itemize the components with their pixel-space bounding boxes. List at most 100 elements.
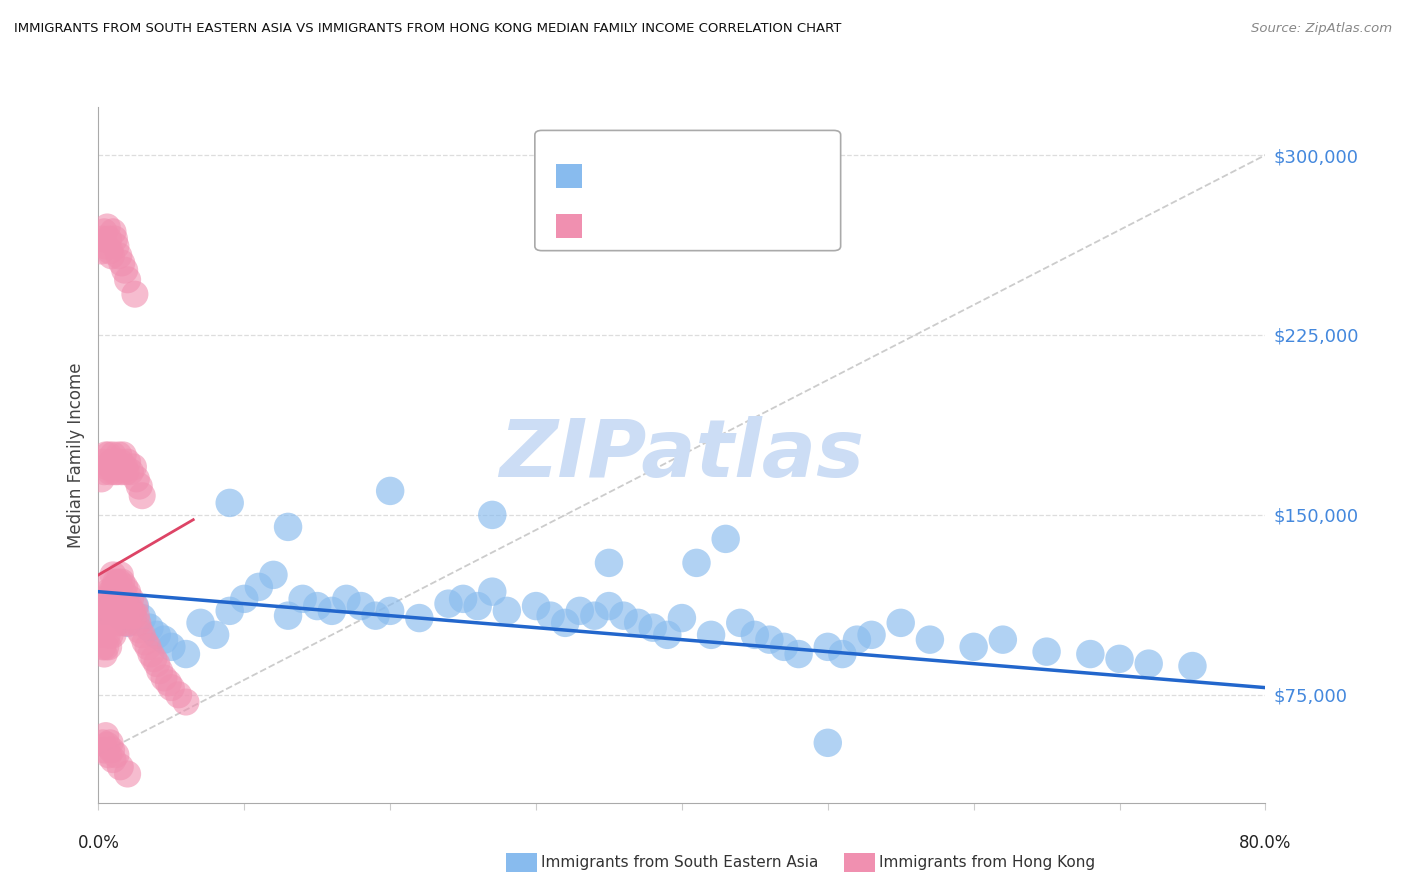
Point bbox=[174, 695, 197, 709]
Point bbox=[101, 567, 124, 582]
Text: 80.0%: 80.0% bbox=[1239, 834, 1292, 852]
Point bbox=[111, 608, 134, 623]
Point bbox=[90, 628, 112, 642]
Point bbox=[117, 273, 139, 287]
Point bbox=[96, 219, 118, 234]
Point bbox=[97, 448, 120, 462]
Point bbox=[335, 591, 357, 606]
Point bbox=[142, 652, 165, 666]
Point bbox=[105, 465, 128, 479]
Point bbox=[117, 615, 139, 630]
Point bbox=[93, 743, 115, 757]
Point bbox=[131, 611, 153, 625]
Point bbox=[495, 604, 517, 618]
Point bbox=[91, 455, 114, 469]
Point bbox=[93, 465, 115, 479]
Text: 0.0%: 0.0% bbox=[77, 834, 120, 852]
Point bbox=[890, 615, 912, 630]
Point bbox=[146, 657, 169, 671]
Point bbox=[100, 615, 122, 630]
Point bbox=[104, 604, 127, 618]
Point bbox=[101, 597, 124, 611]
Point bbox=[291, 591, 314, 606]
Point bbox=[94, 615, 117, 630]
Point bbox=[277, 608, 299, 623]
Point bbox=[94, 604, 117, 618]
Point bbox=[103, 580, 125, 594]
Point bbox=[1035, 645, 1057, 659]
Point bbox=[103, 465, 125, 479]
Point bbox=[105, 615, 128, 630]
Point bbox=[105, 584, 128, 599]
Point bbox=[350, 599, 373, 613]
Point bbox=[817, 736, 839, 750]
Point bbox=[90, 472, 112, 486]
Point bbox=[114, 459, 136, 474]
Point bbox=[98, 599, 121, 613]
Point bbox=[110, 608, 132, 623]
Point bbox=[93, 647, 115, 661]
Point bbox=[93, 225, 115, 239]
Point bbox=[124, 599, 146, 613]
Point bbox=[190, 615, 212, 630]
Point bbox=[121, 604, 143, 618]
Point bbox=[583, 608, 606, 623]
Point bbox=[110, 604, 132, 618]
Point bbox=[101, 448, 124, 462]
Point bbox=[100, 743, 122, 757]
Point bbox=[714, 532, 737, 546]
Point bbox=[247, 580, 270, 594]
Point bbox=[100, 584, 122, 599]
Point bbox=[139, 647, 162, 661]
Point bbox=[90, 244, 112, 258]
Point bbox=[627, 615, 650, 630]
Point bbox=[568, 604, 591, 618]
Point bbox=[127, 615, 149, 630]
Point bbox=[153, 671, 176, 685]
Point bbox=[94, 239, 117, 253]
Point bbox=[554, 615, 576, 630]
Point bbox=[860, 628, 883, 642]
Point bbox=[94, 448, 117, 462]
Point bbox=[104, 455, 127, 469]
Point bbox=[125, 472, 148, 486]
Point bbox=[103, 608, 125, 623]
Point bbox=[1108, 652, 1130, 666]
Point bbox=[451, 591, 474, 606]
Point bbox=[111, 465, 134, 479]
Point bbox=[98, 736, 121, 750]
Point bbox=[657, 628, 679, 642]
Point bbox=[114, 608, 136, 623]
Point bbox=[524, 599, 547, 613]
Point bbox=[103, 232, 125, 246]
Point bbox=[112, 448, 135, 462]
Point bbox=[111, 256, 134, 270]
Point bbox=[136, 640, 159, 654]
Point bbox=[685, 556, 707, 570]
Point bbox=[98, 244, 121, 258]
Point bbox=[124, 599, 146, 613]
Point bbox=[96, 599, 118, 613]
Text: Immigrants from South Eastern Asia: Immigrants from South Eastern Asia bbox=[541, 855, 818, 870]
Point bbox=[97, 640, 120, 654]
Point bbox=[100, 249, 122, 263]
Point bbox=[104, 575, 127, 590]
Point bbox=[845, 632, 868, 647]
Point bbox=[101, 628, 124, 642]
Point bbox=[700, 628, 723, 642]
Point bbox=[108, 448, 131, 462]
Point bbox=[167, 688, 190, 702]
Point bbox=[962, 640, 984, 654]
Point bbox=[131, 489, 153, 503]
Point bbox=[787, 647, 810, 661]
Text: R = -0.290   N = 69: R = -0.290 N = 69 bbox=[593, 167, 783, 185]
Point bbox=[114, 263, 136, 277]
Point bbox=[96, 738, 118, 752]
Point bbox=[118, 599, 141, 613]
Point bbox=[831, 647, 853, 661]
Text: R =  0.079   N = 111: R = 0.079 N = 111 bbox=[593, 217, 793, 235]
Point bbox=[277, 520, 299, 534]
Point bbox=[773, 640, 796, 654]
Point bbox=[218, 604, 240, 618]
Point bbox=[108, 249, 131, 263]
